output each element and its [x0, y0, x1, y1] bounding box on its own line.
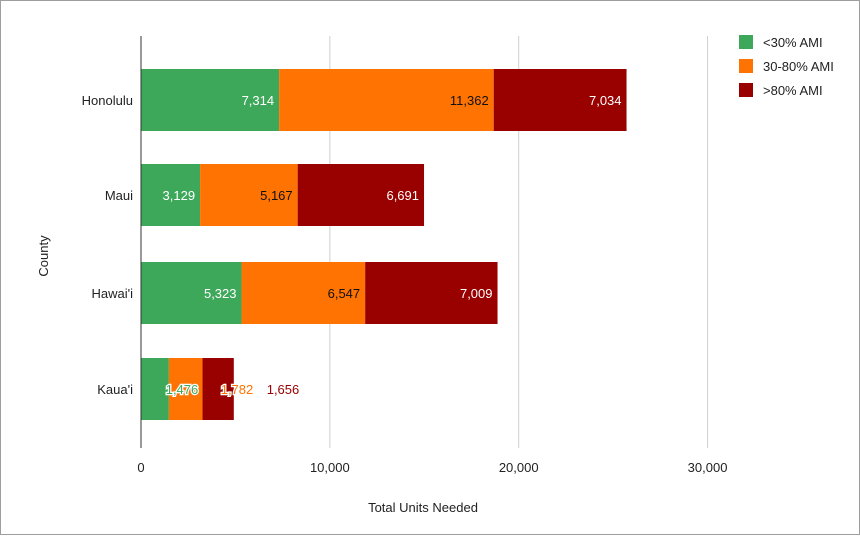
data-label: 5,167 [260, 188, 293, 203]
legend-swatch [739, 59, 753, 73]
data-label: 1,656 [267, 382, 300, 397]
data-label: 7,034 [589, 93, 622, 108]
bar-segment [365, 262, 498, 324]
legend-label: 30-80% AMI [763, 59, 834, 74]
bar-segment [168, 358, 203, 420]
bar-segment [493, 69, 627, 131]
legend-swatch [739, 83, 753, 97]
data-label: 6,547 [328, 286, 361, 301]
data-label: 11,362 [450, 93, 489, 108]
data-label: 6,691 [386, 188, 419, 203]
bar-segment [279, 69, 494, 131]
data-label: 7,009 [460, 286, 493, 301]
x-tick-label: 30,000 [688, 460, 728, 475]
category-label: Honolulu [82, 93, 133, 108]
data-label: 7,314 [242, 93, 275, 108]
x-tick-label: 20,000 [499, 460, 539, 475]
x-tick-label: 10,000 [310, 460, 350, 475]
x-tick-label: 0 [137, 460, 144, 475]
category-label: Maui [105, 188, 133, 203]
data-label: 3,129 [163, 188, 196, 203]
legend-swatch [739, 35, 753, 49]
bars: 7,314 11,362 7,034 3,129 5,167 6,691 5,323 6,54… [141, 69, 627, 420]
legend-label: >80% AMI [763, 83, 823, 98]
data-label: 5,323 [204, 286, 237, 301]
bar-segment [297, 164, 425, 226]
bar-segment [141, 164, 201, 226]
category-labels: Honolulu Maui Hawai'i Kaua'i [82, 93, 133, 397]
bar-segment [141, 358, 169, 420]
data-label: 1,782 [221, 382, 254, 397]
category-label: Kaua'i [97, 382, 133, 397]
x-tick-labels: 0 10,000 20,000 30,000 [137, 460, 727, 475]
bar-segment [141, 262, 242, 324]
legend: <30% AMI 30-80% AMI >80% AMI [739, 35, 834, 98]
x-axis-title: Total Units Needed [368, 500, 478, 515]
y-axis-title: County [36, 235, 51, 277]
data-label: 1,476 [166, 382, 199, 397]
bar-segment [200, 164, 298, 226]
legend-label: <30% AMI [763, 35, 823, 50]
bar-segment [241, 262, 366, 324]
bar-segment [202, 358, 234, 420]
bar-segment [141, 69, 280, 131]
category-label: Hawai'i [92, 286, 134, 301]
